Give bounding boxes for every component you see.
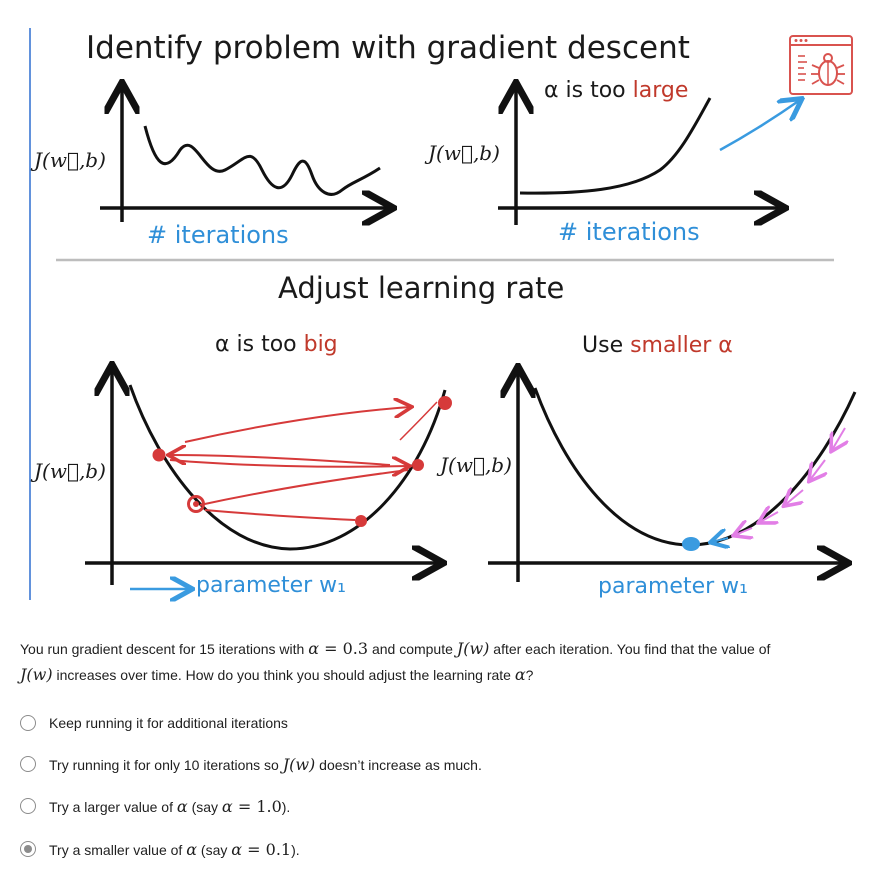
pointer-arrow: [719, 100, 800, 152]
option-fewer-iterations[interactable]: Try running it for only 10 iterations so…: [20, 751, 482, 777]
step-arrow: [169, 460, 408, 467]
cost-curve-oscillating: [143, 125, 381, 196]
cost-curve-convex: [533, 387, 857, 547]
xlabel-top-right: # iterations: [558, 218, 700, 246]
caption-bottom-left: α is too big: [215, 332, 338, 357]
option-label: Keep running it for additional iteration…: [49, 715, 288, 731]
option-label: Try a larger value of α (say α = 1.0).: [49, 796, 291, 816]
gd-point: [187, 495, 205, 513]
ylabel-top-right: J(w⃗,b): [424, 141, 500, 165]
radio-button[interactable]: [20, 715, 36, 731]
step-arrow: [199, 469, 409, 506]
plot-bottom-right: Use smaller α J(w⃗,b) parameter w₁: [436, 333, 857, 599]
xlabel-top-left: # iterations: [147, 221, 289, 249]
gd-point: [438, 396, 452, 410]
plot-top-right: α is too large J(w⃗,b) # iterations: [424, 78, 782, 246]
gd-point: [355, 515, 367, 527]
radio-button[interactable]: [20, 798, 36, 814]
option-label: Try running it for only 10 iterations so…: [49, 754, 482, 774]
step-arrow: [204, 509, 356, 521]
cost-curve-increasing: [519, 97, 712, 195]
step-arrow: [832, 427, 845, 450]
option-smaller-alpha[interactable]: Try a smaller value of α (say α = 0.1).: [20, 836, 300, 862]
option-larger-alpha[interactable]: Try a larger value of α (say α = 1.0).: [20, 793, 290, 819]
figure-subtitle: Adjust learning rate: [278, 271, 564, 305]
caption-top-right: α is too large: [544, 78, 688, 103]
xlabel-bottom-right: parameter w₁: [598, 574, 748, 599]
gd-point: [152, 448, 166, 462]
xlabel-bottom-left: parameter w₁: [196, 573, 346, 598]
caption-bottom-right: Use smaller α: [582, 333, 733, 358]
ylabel-top-left: J(w⃗,b): [30, 148, 106, 172]
radio-button[interactable]: [20, 756, 36, 772]
question-text: You run gradient descent for 15 iteratio…: [20, 639, 771, 684]
step-arrow: [184, 407, 410, 443]
option-keep-running[interactable]: Keep running it for additional iteration…: [20, 710, 288, 736]
option-label: Try a smaller value of α (say α = 0.1).: [49, 839, 300, 859]
figure-title: Identify problem with gradient descent: [86, 30, 690, 66]
step-arrow: [785, 490, 803, 505]
radio-button-selected[interactable]: [20, 841, 36, 857]
gd-point: [412, 459, 424, 471]
step-arrow: [170, 455, 391, 466]
step-arrow: [735, 528, 752, 535]
plot-bottom-left: α is too big J(w⃗,b) parameter w₁: [30, 332, 452, 598]
bug-report-icon[interactable]: [789, 35, 853, 95]
step-arrow: [760, 512, 778, 522]
gradient-descent-figure: Identify problem with gradient descent J…: [29, 28, 857, 605]
step-arrow: [399, 401, 438, 441]
step-arrow: [712, 538, 728, 542]
ylabel-bottom-right: J(w⃗,b): [436, 453, 512, 477]
gd-point: [193, 501, 199, 507]
step-arrow: [810, 459, 825, 480]
plot-top-left: J(w⃗,b) # iterations: [30, 86, 390, 249]
ylabel-bottom-left: J(w⃗,b): [30, 459, 106, 483]
gd-point-minimum: [682, 537, 700, 551]
